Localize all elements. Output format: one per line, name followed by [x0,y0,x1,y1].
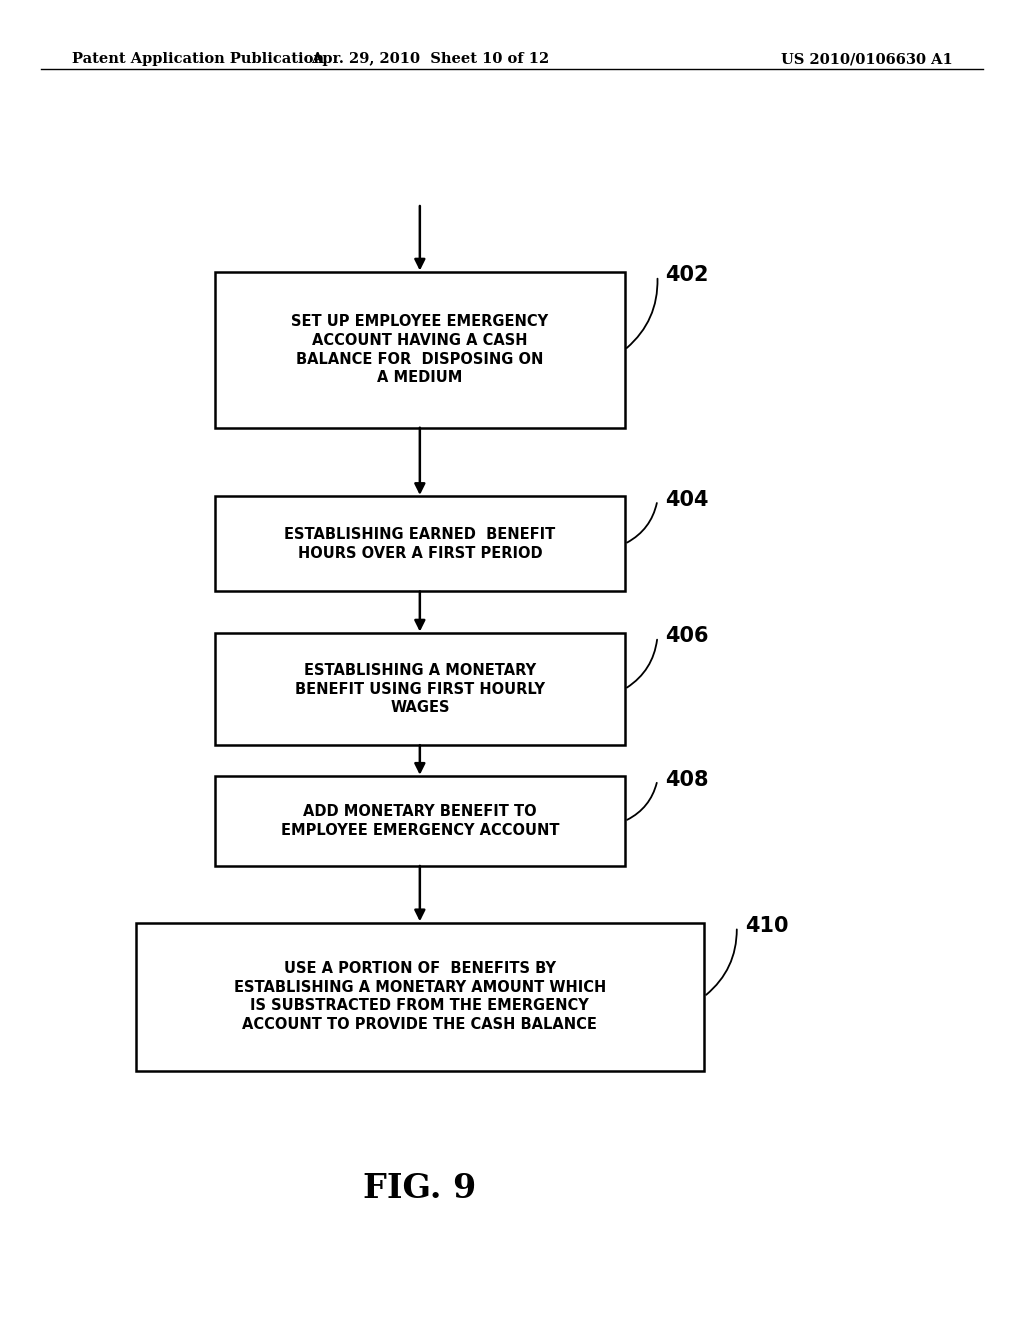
Text: ESTABLISHING A MONETARY
BENEFIT USING FIRST HOURLY
WAGES: ESTABLISHING A MONETARY BENEFIT USING FI… [295,663,545,715]
Text: Apr. 29, 2010  Sheet 10 of 12: Apr. 29, 2010 Sheet 10 of 12 [311,53,549,66]
FancyBboxPatch shape [215,776,625,866]
Text: 404: 404 [666,490,709,510]
Text: Patent Application Publication: Patent Application Publication [72,53,324,66]
Text: SET UP EMPLOYEE EMERGENCY
ACCOUNT HAVING A CASH
BALANCE FOR  DISPOSING ON
A MEDI: SET UP EMPLOYEE EMERGENCY ACCOUNT HAVING… [291,314,549,385]
FancyBboxPatch shape [215,634,625,744]
Text: 406: 406 [666,627,709,647]
Text: US 2010/0106630 A1: US 2010/0106630 A1 [780,53,952,66]
FancyBboxPatch shape [215,272,625,428]
Text: ESTABLISHING EARNED  BENEFIT
HOURS OVER A FIRST PERIOD: ESTABLISHING EARNED BENEFIT HOURS OVER A… [285,527,555,561]
Text: USE A PORTION OF  BENEFITS BY
ESTABLISHING A MONETARY AMOUNT WHICH
IS SUBSTRACTE: USE A PORTION OF BENEFITS BY ESTABLISHIN… [233,961,606,1032]
Text: 410: 410 [745,916,788,936]
Text: FIG. 9: FIG. 9 [364,1172,476,1204]
Text: 402: 402 [666,265,709,285]
Text: ADD MONETARY BENEFIT TO
EMPLOYEE EMERGENCY ACCOUNT: ADD MONETARY BENEFIT TO EMPLOYEE EMERGEN… [281,804,559,838]
FancyBboxPatch shape [215,496,625,591]
Text: 408: 408 [666,770,709,789]
FancyBboxPatch shape [135,923,705,1071]
